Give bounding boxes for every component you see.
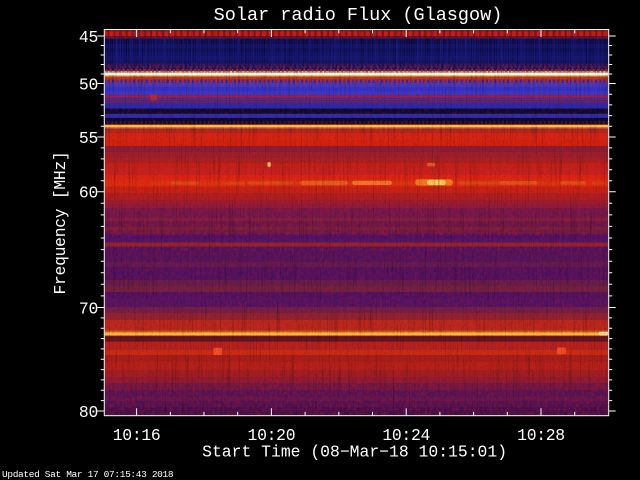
svg-text:60: 60 (79, 184, 98, 203)
svg-text:Updated Sat Mar 17 07:15:43 20: Updated Sat Mar 17 07:15:43 2018 (2, 469, 174, 480)
svg-text:Solar radio Flux (Glasgow): Solar radio Flux (Glasgow) (214, 5, 503, 26)
svg-text:70: 70 (79, 300, 98, 319)
svg-text:10:24: 10:24 (382, 426, 430, 445)
svg-text:45: 45 (79, 28, 98, 47)
svg-text:10:20: 10:20 (248, 426, 296, 445)
svg-text:55: 55 (79, 129, 98, 148)
svg-text:Frequency [MHz]: Frequency [MHz] (51, 151, 70, 294)
svg-text:10:28: 10:28 (517, 426, 565, 445)
svg-text:50: 50 (79, 76, 98, 95)
svg-text:Start Time (08−Mar−18 10:15:01: Start Time (08−Mar−18 10:15:01) (202, 443, 507, 462)
svg-text:10:16: 10:16 (113, 426, 161, 445)
svg-text:80: 80 (79, 403, 98, 422)
